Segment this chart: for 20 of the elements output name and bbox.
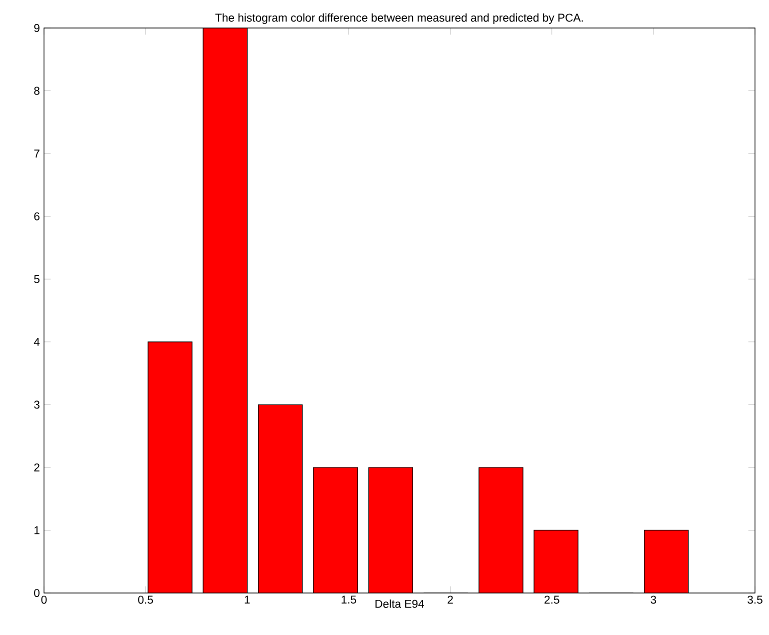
y-tick-label: 8	[34, 86, 40, 95]
y-tick-label: 5	[34, 275, 40, 284]
x-tick-label: 3.5	[748, 596, 762, 604]
x-tick-label: 0	[41, 596, 47, 604]
y-tick-label: 3	[34, 400, 40, 409]
y-tick-label: 4	[34, 338, 40, 346]
y-tick-label: 2	[34, 463, 40, 472]
x-tick-label: 0.5	[138, 596, 153, 604]
x-axis-title: Delta E94	[376, 600, 424, 608]
x-tick-label: 1	[244, 596, 250, 604]
x-tick-label: 1.5	[342, 596, 356, 604]
y-tick-label: 9	[34, 24, 40, 32]
y-tick-label: 1	[34, 526, 40, 534]
y-tick-label: 0	[34, 588, 40, 597]
chart-title: The histogram color difference between measured and predicted by PCA.	[215, 13, 583, 24]
x-tick-label: 3	[650, 596, 656, 604]
y-tick-label: 6	[34, 212, 40, 220]
x-tick-label: 2.5	[544, 596, 560, 604]
x-tick-label: 2	[448, 596, 453, 604]
y-tick-label: 7	[34, 150, 40, 158]
